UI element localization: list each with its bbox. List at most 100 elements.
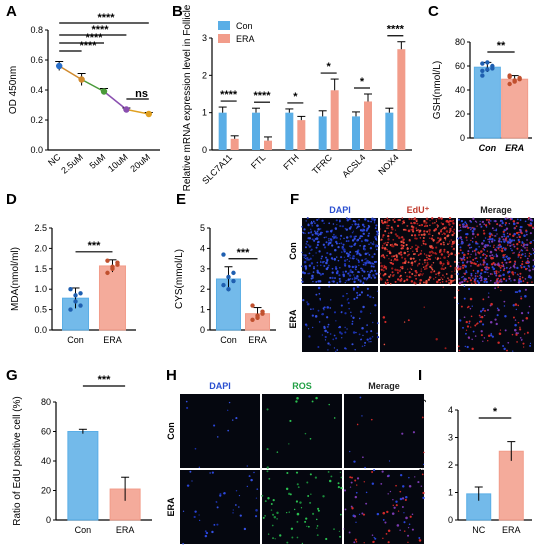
panel-f-cell: [391, 228, 394, 231]
panel-f-cell: [502, 277, 506, 281]
panel-b-sig-label: *: [327, 61, 332, 73]
panel-f-cell: [505, 227, 509, 230]
panel-h-cell: [418, 539, 422, 542]
panel-h-cell: [356, 484, 358, 486]
panel-f-cell: [529, 222, 532, 225]
panel-f-cell: [317, 345, 320, 349]
panel-f-cell: [510, 247, 512, 250]
panel-h-cell: [295, 500, 299, 503]
panel-d-ytick-label: 2.0: [34, 243, 47, 253]
panel-f-cell: [501, 235, 504, 238]
panel-f-cell: [437, 216, 441, 220]
panel-h-cell: [408, 523, 411, 525]
panel-g-xtick-label: ERA: [116, 525, 135, 535]
panel-c-ytick-label: 20: [455, 109, 465, 119]
panel-f-cell: [439, 238, 442, 241]
panel-f-cell: [451, 271, 453, 273]
panel-f-cell: [509, 266, 512, 269]
panel-b-ytick-label: 2: [202, 70, 207, 80]
panel-f-cell: [488, 237, 492, 241]
panel-f-cell: [315, 252, 317, 254]
panel-f-cell: [356, 291, 359, 294]
panel-f-cell: [353, 280, 356, 284]
panel-f-cell: [343, 262, 347, 266]
panel-f-cell: [385, 243, 388, 247]
panel-h-cell: [291, 536, 294, 539]
panel-f-cell: [335, 320, 337, 322]
panel-f-cell: [354, 349, 356, 351]
panel-f-cell: [440, 267, 444, 271]
panel-f-cell: [310, 220, 313, 223]
panel-f-cell: [429, 245, 432, 248]
panel-f-cell: [430, 254, 433, 257]
panel-f-cell: [482, 307, 485, 310]
panel-b-xtick-label: SLC7A11: [200, 152, 234, 186]
panel-f-cell: [326, 325, 329, 328]
panel-f-cell: [472, 330, 475, 333]
panel-f-cell: [464, 221, 467, 224]
panel-f-cell: [486, 244, 489, 247]
panel-f-cell: [528, 224, 531, 227]
panel-f-cell: [474, 236, 477, 238]
panel-f-cell: [513, 232, 516, 236]
panel-g-ylabel: Ratio of EdU positive cell (%): [12, 396, 23, 526]
panel-f-cell: [368, 232, 370, 235]
panel-f-cell: [400, 253, 403, 256]
panel-h-cell: [213, 424, 216, 427]
panel-f-cell: [466, 257, 469, 259]
panel-f-cell: [370, 220, 372, 223]
panel-f-cell: [366, 324, 368, 326]
panel-f-cell: [410, 218, 413, 220]
panel-f-cell: [488, 235, 492, 238]
panel-f-cell: [307, 272, 310, 275]
panel-f-cell: [521, 241, 524, 244]
panel-f-cell: [517, 304, 520, 307]
panel-f-cell: [367, 226, 370, 229]
panel-h-cell: [234, 504, 237, 506]
panel-f-cell: [410, 268, 413, 271]
panel-h-cell: [330, 475, 333, 478]
panel-e-xtick-label: ERA: [248, 335, 267, 345]
panel-f-cell: [389, 261, 391, 264]
panel-f-cell: [355, 268, 357, 271]
panel-f-cell: [353, 278, 356, 280]
panel-e-data-point: [231, 270, 236, 276]
panel-f-cell: [480, 250, 483, 253]
panel-f-cell: [498, 281, 501, 283]
panel-f-cell: [498, 332, 502, 336]
panel-f-cell: [380, 262, 382, 264]
panel-g-xtick-label: Con: [75, 525, 92, 535]
panel-h-cell: [421, 473, 424, 476]
panel-f-cell: [504, 224, 507, 226]
panel-f-cell: [465, 320, 468, 324]
panel-f-cell: [432, 262, 435, 264]
panel-f-cell: [487, 221, 490, 224]
panel-f-cell: [384, 257, 386, 259]
panel-h-cell: [337, 482, 340, 485]
panel-f-cell: [353, 257, 356, 259]
panel-f-cell: [509, 268, 511, 270]
panel-b-bar: [318, 116, 327, 150]
panel-f-cell: [523, 346, 525, 348]
panel-f-cell: [393, 243, 397, 246]
panel-f-cell: [347, 255, 350, 258]
panel-f-cell: [436, 224, 439, 226]
panel-f-cell: [520, 295, 522, 297]
panel-f-cell: [301, 251, 303, 254]
panel-g-ytick-label: 60: [41, 427, 51, 437]
panel-f-cell: [443, 232, 445, 234]
panel-f-cell: [333, 311, 337, 314]
panel-f-cell: [484, 266, 486, 269]
panel-h-cell: [353, 515, 357, 518]
panel-f-cell: [347, 272, 350, 275]
panel-h-cell: [300, 507, 303, 509]
panel-f-cell: [397, 271, 399, 274]
panel-f-cell: [471, 237, 474, 240]
panel-f-cell: [332, 280, 335, 283]
panel-f-cell: [502, 233, 505, 235]
panel-f-cell: [422, 236, 425, 239]
panel-f-cell: [407, 250, 409, 253]
panel-f-cell: [521, 260, 524, 263]
panel-f-cell: [364, 344, 366, 347]
panel-f-cell: [439, 279, 441, 281]
